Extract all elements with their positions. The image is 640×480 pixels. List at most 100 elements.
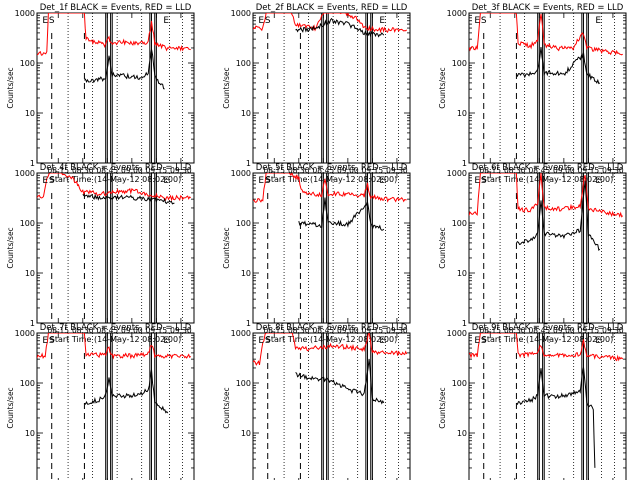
x-tick-label: 09:15	[146, 326, 168, 335]
marker-label-s: S	[49, 176, 55, 186]
plot-area	[253, 13, 408, 163]
x-tick-label: 08:45	[529, 326, 551, 335]
x-tick-label: 09:00	[121, 166, 143, 175]
events-series-line	[516, 367, 596, 468]
y-tick-label: 10	[457, 109, 467, 118]
y-axis-label: Counts/sec	[6, 387, 15, 428]
y-tick-label: 10	[25, 109, 35, 118]
x-tick-label: 09:00	[553, 326, 575, 335]
x-tick-label: 09:30	[602, 326, 624, 335]
x-tick-label: 09:30	[386, 326, 408, 335]
y-tick-label: 100	[236, 59, 251, 68]
x-axis-label: Start Time (14-May-12 08:02:00)	[266, 335, 397, 344]
plot-frame	[36, 12, 195, 164]
panel-title: Det_7f BLACK = Events, RED = LLD	[40, 323, 192, 333]
x-tick-label: 09:30	[170, 166, 192, 175]
y-axis-label: Counts/sec	[438, 387, 447, 428]
x-tick-label: 08:15	[263, 166, 285, 175]
events-series-line	[298, 197, 385, 231]
y-tick-label: 10	[457, 429, 467, 438]
x-tick-label: 09:30	[602, 166, 624, 175]
y-tick-label: 100	[20, 219, 35, 228]
marker-label-e: E	[595, 336, 601, 346]
x-tick-label: 09:00	[121, 326, 143, 335]
marker-label-e: E	[379, 16, 385, 26]
x-tick-label: 09:00	[337, 326, 359, 335]
marker-label-e: E	[42, 16, 48, 26]
y-tick-label: 10	[241, 109, 251, 118]
panel-8: Det_8f BLACK = Events, RED = LLD11010010…	[222, 323, 411, 480]
y-tick-label: 1000	[447, 169, 467, 178]
marker-label-s: S	[49, 16, 55, 26]
y-tick-label: 100	[236, 379, 251, 388]
y-tick-label: 1000	[15, 169, 35, 178]
plot-frame	[468, 332, 627, 480]
panel-title: Det_9f BLACK = Events, RED = LLD	[472, 323, 624, 333]
marker-label-e: E	[258, 16, 264, 26]
x-tick-label: 09:30	[386, 166, 408, 175]
panel-2: Det_2f BLACK = Events, RED = LLD 1 10 100 10…	[222, 3, 411, 184]
y-axis-label: Counts/sec	[222, 227, 231, 268]
plot-frame	[468, 12, 627, 164]
y-tick-label: 1000	[231, 169, 251, 178]
marker-label-e: E	[595, 16, 601, 26]
y-tick-label: 1	[246, 319, 251, 328]
plot-frame	[252, 332, 411, 480]
marker-label-s: S	[481, 176, 487, 186]
panel-3: Det_3f BLACK = Events, RED = LLD 1 10 100 10…	[438, 3, 627, 184]
x-tick-label: 08:45	[97, 166, 119, 175]
plot-area	[253, 333, 408, 480]
marker-label-s: S	[481, 16, 487, 26]
marker-label-s: S	[481, 336, 487, 346]
y-tick-label: 100	[236, 219, 251, 228]
x-tick-label: 08:15	[47, 326, 69, 335]
y-axis-label: Counts/sec	[438, 227, 447, 268]
events-series-line	[82, 193, 175, 205]
x-tick-label: 08:30	[288, 326, 310, 335]
marker-label-e: E	[163, 16, 169, 26]
panel-title: Det_8f BLACK = Events, RED = LLD	[256, 323, 408, 333]
panel-title: Det_4f BLACK = Events, RED = LLD	[40, 163, 192, 173]
panel-5: Det_5f BLACK = Events, RED = LLD 1 10 100 10…	[222, 163, 411, 344]
lld-series-line	[37, 333, 192, 360]
marker-label-e: E	[258, 336, 264, 346]
marker-label-e: E	[379, 176, 385, 186]
panel-1: Det_1f BLACK = Events, RED = LLD 1 10 100 10…	[6, 3, 195, 184]
x-tick-label: 08:45	[97, 326, 119, 335]
x-axis-label: Start Time (14-May-12 08:02:00)	[482, 175, 613, 184]
marker-label-e: E	[163, 336, 169, 346]
marker-label-e: E	[474, 176, 480, 186]
lld-series-line	[469, 13, 623, 56]
y-tick-label: 1000	[15, 9, 35, 18]
x-axis-label: Start Time (14-May-12 08:02:00)	[50, 175, 181, 184]
panel-6: Det_6f BLACK = Events, RED = LLD 1 10 100 10…	[438, 163, 627, 344]
plot-frame	[252, 12, 411, 164]
y-tick-label: 10	[457, 269, 467, 278]
y-tick-label: 1	[462, 319, 467, 328]
y-tick-label: 10	[25, 429, 35, 438]
marker-label-e: E	[595, 176, 601, 186]
x-tick-label: 08:15	[263, 326, 285, 335]
marker-label-e: E	[258, 176, 264, 186]
x-tick-label: 09:15	[578, 166, 600, 175]
y-tick-label: 1	[30, 319, 35, 328]
y-tick-label: 100	[452, 219, 467, 228]
lld-series-line	[469, 173, 624, 218]
marker-label-s: S	[265, 336, 271, 346]
y-tick-label: 1000	[447, 9, 467, 18]
marker-label-e: E	[42, 336, 48, 346]
x-tick-label: 09:15	[578, 326, 600, 335]
y-tick-label: 1000	[231, 9, 251, 18]
events-series-line	[295, 17, 385, 38]
events-series-line	[84, 369, 169, 414]
x-tick-label: 08:45	[313, 326, 335, 335]
panel-title: Det_5f BLACK = Events, RED = LLD	[256, 163, 408, 173]
y-tick-label: 10	[241, 269, 251, 278]
y-tick-label: 100	[452, 59, 467, 68]
x-axis-label: Start Time (14-May-12 08:02:00)	[266, 175, 397, 184]
marker-label-e: E	[42, 176, 48, 186]
y-tick-label: 1	[246, 159, 251, 168]
x-axis-label: Start Time (14-May-12 08:02:00)	[482, 335, 613, 344]
x-tick-label: 09:15	[362, 326, 384, 335]
